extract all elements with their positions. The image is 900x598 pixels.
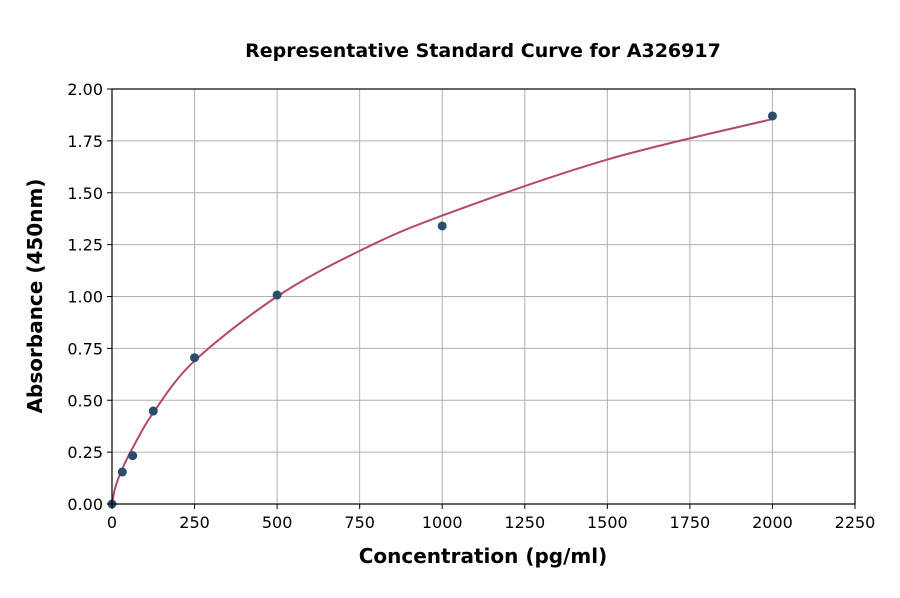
- y-tick-label: 1.75: [67, 132, 103, 151]
- y-tick-label: 1.00: [67, 288, 103, 307]
- x-tick-label: 1500: [587, 513, 628, 532]
- y-tick-label: 1.25: [67, 236, 103, 255]
- x-tick-label: 2000: [752, 513, 793, 532]
- y-axis-ticks: 0.00 0.25 0.50 0.75 1.00 1.25 1.50 1.75 2.00: [67, 80, 112, 514]
- data-point: [190, 353, 200, 363]
- data-point: [272, 290, 282, 300]
- x-tick-label: 1000: [422, 513, 463, 532]
- data-point: [128, 451, 138, 461]
- y-tick-label: 0.50: [67, 391, 103, 410]
- data-point: [117, 467, 127, 477]
- y-axis-label: Absorbance (450nm): [23, 179, 47, 414]
- y-tick-label: 2.00: [67, 80, 103, 99]
- x-axis-label: Concentration (pg/ml): [359, 544, 608, 568]
- data-point: [148, 406, 158, 416]
- grid: [111, 88, 856, 505]
- chart-title: Representative Standard Curve for A32691…: [245, 40, 721, 62]
- x-axis-ticks: 0 250 500 750 1000 1250 1500 1750 2000 2250: [107, 504, 875, 532]
- x-tick-label: 500: [262, 513, 293, 532]
- x-tick-label: 2250: [835, 513, 876, 532]
- x-tick-label: 250: [179, 513, 210, 532]
- y-tick-label: 0.00: [67, 495, 103, 514]
- x-tick-label: 750: [344, 513, 375, 532]
- x-tick-label: 0: [107, 513, 117, 532]
- x-tick-label: 1250: [504, 513, 545, 532]
- y-tick-label: 1.50: [67, 184, 103, 203]
- y-tick-label: 0.75: [67, 339, 103, 358]
- data-point: [437, 221, 447, 231]
- data-point: [767, 111, 777, 121]
- x-tick-label: 1750: [670, 513, 711, 532]
- y-tick-label: 0.25: [67, 443, 103, 462]
